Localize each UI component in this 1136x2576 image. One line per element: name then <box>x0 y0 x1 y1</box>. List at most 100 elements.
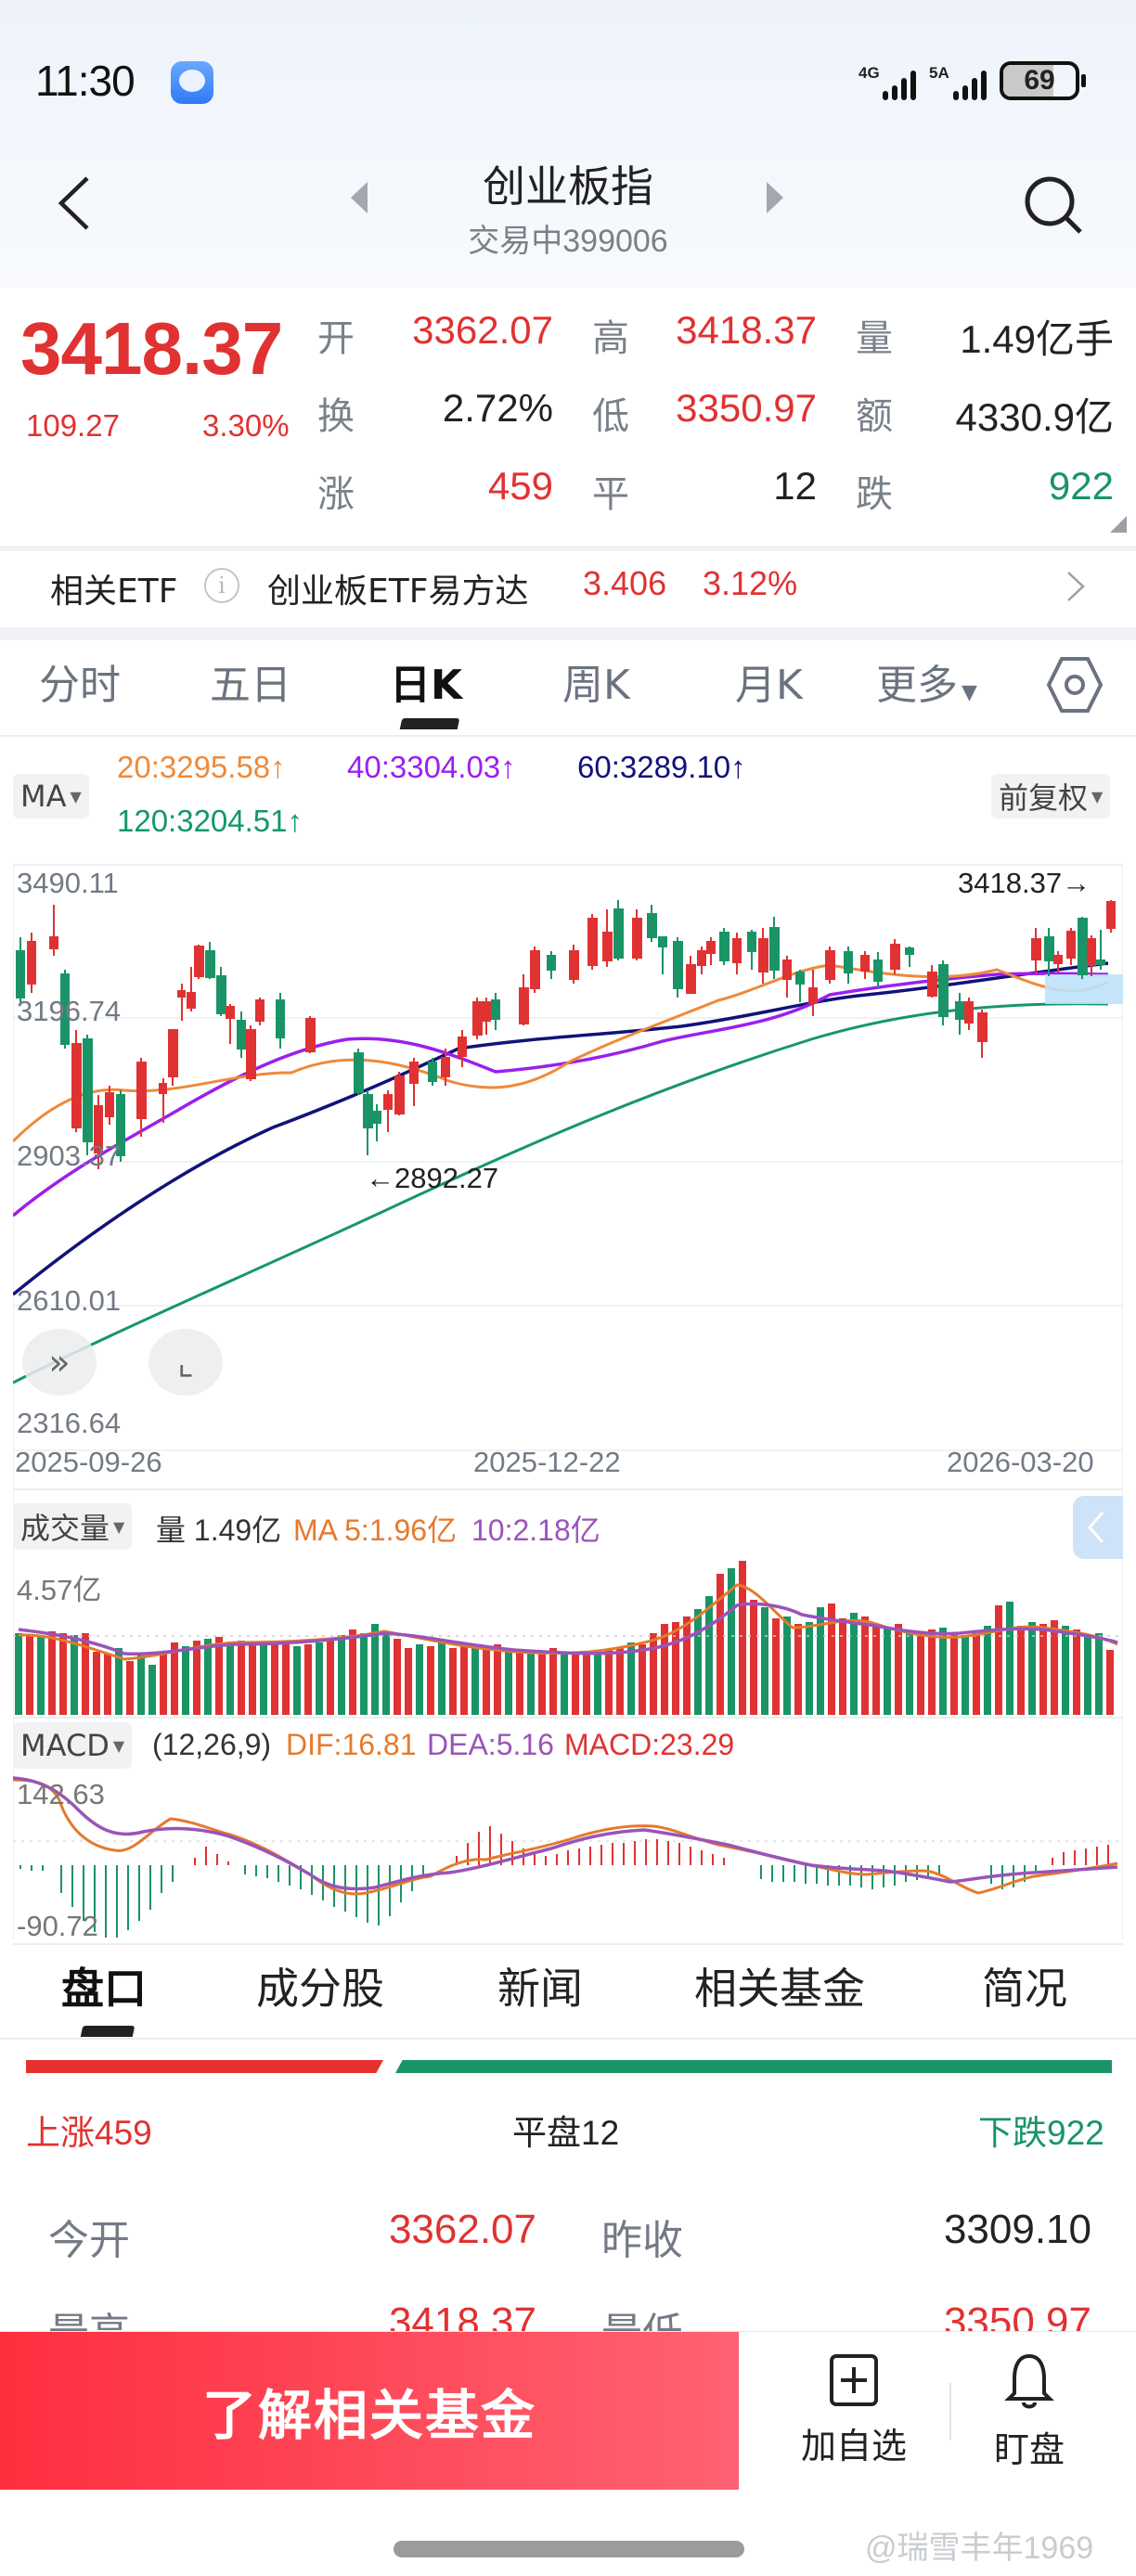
x-axis-label: 2026-03-20 <box>947 1446 1094 1478</box>
divider <box>13 1717 1123 1719</box>
ma120-value: 120:3204.51↑ <box>117 804 303 838</box>
home-indicator[interactable] <box>394 2541 744 2557</box>
quote-value-volume: 1.49亿手 <box>960 317 1114 361</box>
volume-chart[interactable] <box>13 1559 1123 1715</box>
table-value-prev-close: 3309.10 <box>943 2207 1091 2252</box>
y-axis-label: 2903.37 <box>17 1140 122 1172</box>
collapse-panel-button[interactable] <box>1073 1496 1123 1559</box>
advancers-count: 上涨459 <box>26 2114 152 2152</box>
macd-chart[interactable] <box>13 1772 1123 1939</box>
decliners-count: 下跌922 <box>978 2114 1104 2152</box>
macd-selector[interactable]: MACD ▼ <box>13 1722 133 1769</box>
divider <box>0 735 1136 737</box>
expand-corner-icon[interactable] <box>1110 516 1127 533</box>
volume-ma10: 10:2.18亿 <box>471 1513 600 1547</box>
add-square-icon <box>830 2354 878 2406</box>
macd-params: (12,26,9) <box>152 1728 272 1761</box>
tab-order-book[interactable]: 盘口 <box>61 1964 147 2014</box>
quote-label-unchanged: 平 <box>592 473 629 516</box>
etf-name[interactable]: 创业板ETF易方达 <box>267 573 529 611</box>
quote-label-amount: 额 <box>856 395 893 438</box>
active-tab-indicator <box>80 2026 136 2037</box>
quote-value-decliners: 922 <box>1048 464 1114 508</box>
y-axis-label: 2610.01 <box>17 1284 122 1317</box>
tab-related-funds[interactable]: 相关基金 <box>694 1964 865 2014</box>
info-icon[interactable]: i <box>204 568 239 603</box>
tab-profile[interactable]: 简况 <box>982 1964 1067 2014</box>
tab-five-day[interactable]: 五日 <box>210 662 291 709</box>
quote-label-high: 高 <box>592 317 629 360</box>
quote-label-low: 低 <box>592 395 629 438</box>
quote-value-turnover: 2.72% <box>442 386 553 430</box>
tab-daily-k[interactable]: 日K <box>390 662 463 709</box>
quote-label-decliners: 跌 <box>856 473 893 516</box>
search-icon[interactable] <box>1021 173 1086 238</box>
bell-icon <box>1004 2353 1054 2409</box>
etf-change-percent: 3.12% <box>703 564 798 602</box>
settings-hexagon-icon[interactable] <box>1045 655 1104 715</box>
ma20-value: 20:3295.58↑ <box>117 750 286 784</box>
macd-max-label: 142.63 <box>17 1778 105 1810</box>
quote-label-advancers: 涨 <box>317 473 355 516</box>
page-title: 创业板指 <box>483 161 653 212</box>
page-subtitle: 交易中399006 <box>468 224 668 259</box>
ma-selector[interactable]: MA ▼ <box>13 774 89 818</box>
chevron-right-icon[interactable] <box>1065 570 1086 603</box>
ma60-value: 60:3289.10↑ <box>577 750 746 784</box>
table-label-prev-close: 昨收 <box>601 2217 683 2264</box>
add-to-watchlist-button[interactable]: 加自选 <box>784 2352 923 2482</box>
divider <box>13 1943 1123 1945</box>
fast-forward-icon[interactable]: » <box>22 1329 97 1396</box>
table-value-open: 3362.07 <box>388 2207 536 2252</box>
price-change: 109.27 <box>26 408 120 443</box>
divider <box>0 546 1136 551</box>
header-background <box>0 0 1136 288</box>
volume-ma5: MA 5:1.96亿 <box>293 1513 458 1547</box>
message-notification-icon <box>171 61 213 104</box>
quote-value-unchanged: 12 <box>773 464 817 508</box>
tab-news[interactable]: 新闻 <box>497 1964 583 2014</box>
macd-dea: DEA:5.16 <box>427 1728 554 1761</box>
tab-weekly-k[interactable]: 周K <box>562 662 630 709</box>
y-axis-label: 2316.64 <box>17 1407 122 1439</box>
back-chevron-icon[interactable] <box>56 174 93 232</box>
x-axis-label: 2025-12-22 <box>473 1446 621 1478</box>
dropdown-arrow-icon: ▼ <box>962 681 977 704</box>
divider <box>13 1488 1123 1490</box>
divider <box>0 2038 1136 2040</box>
prev-index-triangle-icon[interactable] <box>351 182 368 213</box>
battery-icon: 69 <box>1000 61 1086 100</box>
quote-value-advancers: 459 <box>487 464 553 508</box>
low-price-annotation: ←2892.27 <box>366 1162 499 1194</box>
tab-more[interactable]: 更多 ▼ <box>876 662 977 709</box>
signal-5a-icon: 5A <box>929 65 987 100</box>
divider <box>949 2383 951 2441</box>
status-time: 11:30 <box>35 57 136 105</box>
signal-4g-icon: 4G <box>858 65 916 100</box>
related-etf-label: 相关ETF <box>50 573 178 611</box>
tab-intraday[interactable]: 分时 <box>39 662 121 709</box>
quote-label-turnover: 换 <box>317 395 355 438</box>
tab-monthly-k[interactable]: 月K <box>735 662 803 709</box>
quote-label-volume: 量 <box>856 317 893 360</box>
adjust-selector[interactable]: 前复权 ▼ <box>991 774 1111 818</box>
watermark: @瑞雪丰年1969 <box>865 2531 1094 2566</box>
monitor-button[interactable]: 盯盘 <box>960 2352 1099 2482</box>
kline-chart[interactable] <box>13 863 1123 1457</box>
status-icons: 4G 5A 69 <box>858 61 1086 100</box>
volume-selector[interactable]: 成交量 ▼ <box>13 1503 133 1550</box>
chart-frame <box>13 863 1123 1939</box>
fullscreen-icon[interactable]: ⌞ <box>148 1329 223 1396</box>
quote-value-open: 3362.07 <box>412 308 553 352</box>
divider <box>0 627 1136 640</box>
next-index-triangle-icon[interactable] <box>767 182 783 213</box>
quote-value-low: 3350.97 <box>676 386 817 430</box>
quote-value-high: 3418.37 <box>676 308 817 352</box>
quote-label-open: 开 <box>317 317 355 360</box>
y-axis-label: 3490.11 <box>17 867 119 899</box>
macd-min-label: -90.72 <box>17 1910 98 1942</box>
etf-price: 3.406 <box>583 564 667 602</box>
learn-related-funds-button[interactable]: 了解相关基金 <box>0 2332 739 2490</box>
chevron-left-icon <box>1088 1512 1104 1543</box>
tab-constituents[interactable]: 成分股 <box>256 1964 384 2014</box>
